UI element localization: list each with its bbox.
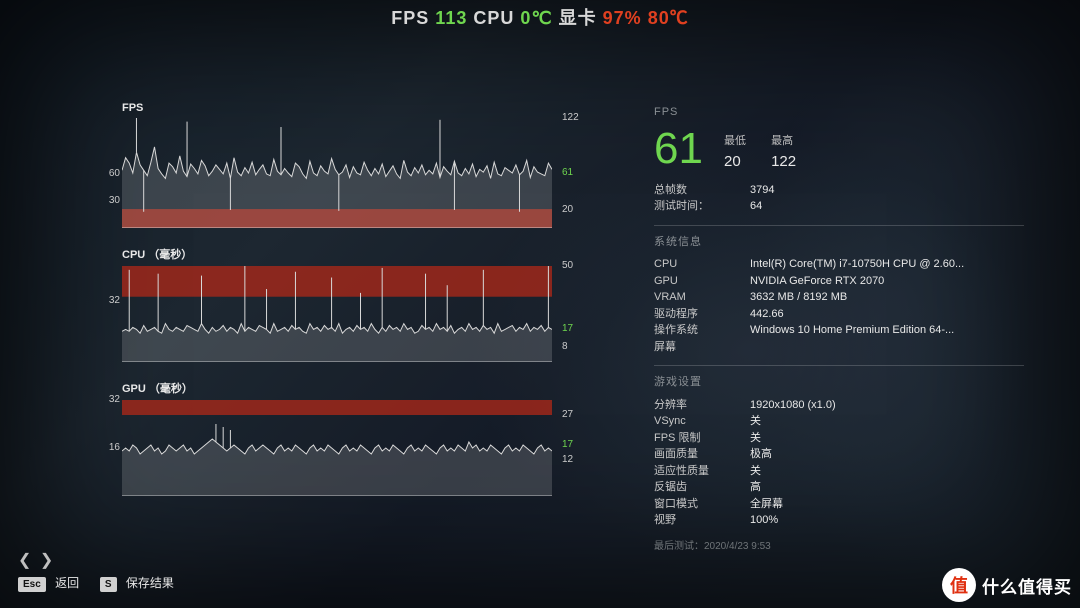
settings-row: 分辨率1920x1080 (x1.0)	[654, 397, 1024, 414]
axis-tick: 20	[562, 204, 588, 215]
axis-tick: 122	[562, 112, 588, 123]
settings-row: FPS 限制关	[654, 430, 1024, 447]
back-button[interactable]: Esc 返回	[18, 576, 83, 590]
fps-chart-title: FPS	[122, 102, 560, 114]
settings-title: 游戏设置	[654, 374, 1024, 391]
sysinfo-row: GPUNVIDIA GeForce RTX 2070	[654, 273, 1024, 290]
axis-tick: 16	[104, 442, 120, 453]
axis-tick: 27	[562, 409, 588, 420]
cpu-chart-block: CPU （毫秒） 3250178	[122, 246, 560, 362]
cpu-temp-value: 0℃	[520, 8, 552, 28]
fps-min-value: 20	[724, 151, 746, 174]
fps-stat-row: 测试时间：64	[654, 198, 1024, 215]
settings-row: 画面质量极高	[654, 446, 1024, 463]
settings-row: 视野100%	[654, 512, 1024, 529]
gpu-chart-title: GPU （毫秒）	[122, 380, 560, 396]
bottom-bar: ❮ ❯ Esc 返回 S 保存结果	[18, 550, 174, 592]
gpu-usage-value: 97%	[603, 8, 642, 28]
fps-avg: 61	[654, 127, 703, 171]
nav-arrows-icon: ❮ ❯	[18, 550, 174, 570]
gpu-chart-block: GPU （毫秒） 3216271712	[122, 380, 560, 496]
sysinfo-row: VRAM3632 MB / 8192 MB	[654, 289, 1024, 306]
axis-tick: 30	[104, 195, 120, 206]
info-panel: FPS 61 最低 20 最高 122 总帧数3794测试时间：64 系统信息 …	[654, 104, 1024, 554]
settings-row: 反锯齿高	[654, 479, 1024, 496]
axis-tick: 32	[104, 394, 120, 405]
fps-value: 113	[435, 8, 467, 28]
top-stat-bar: FPS 113 CPU 0℃ 显卡 97% 80℃	[0, 4, 1080, 30]
axis-tick: 17	[562, 323, 588, 334]
axis-tick: 61	[562, 167, 588, 178]
axis-tick: 12	[562, 454, 588, 465]
fps-stat-row: 总帧数3794	[654, 182, 1024, 199]
fps-max-label: 最高	[771, 133, 796, 150]
settings-row: VSync关	[654, 413, 1024, 430]
fps-chart-block: FPS 60301226120	[122, 102, 560, 228]
gpu-chart	[122, 400, 552, 496]
fps-max-value: 122	[771, 151, 796, 174]
axis-tick: 17	[562, 439, 588, 450]
settings-row: 适应性质量关	[654, 463, 1024, 480]
sysinfo-row: 操作系统Windows 10 Home Premium Edition 64-.…	[654, 322, 1024, 339]
sysinfo-row: CPUIntel(R) Core(TM) i7-10750H CPU @ 2.6…	[654, 256, 1024, 273]
fps-min-label: 最低	[724, 133, 746, 150]
esc-keycap: Esc	[18, 577, 46, 592]
axis-tick: 8	[562, 341, 588, 352]
charts-panel: FPS 60301226120 CPU （毫秒） 3250178 GPU （毫秒…	[122, 102, 560, 514]
cpu-label: CPU	[473, 8, 514, 28]
axis-tick: 50	[562, 260, 588, 271]
cpu-chart-title: CPU （毫秒）	[122, 246, 560, 262]
sysinfo-title: 系统信息	[654, 234, 1024, 251]
settings-row: 窗口模式全屏幕	[654, 496, 1024, 513]
sysinfo-row: 屏幕	[654, 339, 1024, 356]
s-keycap: S	[100, 577, 117, 592]
save-button[interactable]: S 保存结果	[100, 576, 174, 590]
save-label: 保存结果	[126, 576, 174, 590]
fps-chart	[122, 118, 552, 228]
last-test: 最后测试：2020/4/23 9:53	[654, 539, 1024, 554]
fps-label: FPS	[391, 8, 429, 28]
gpu-temp-value: 80℃	[648, 8, 689, 28]
brand-text: 什么值得买	[982, 573, 1072, 598]
axis-tick: 32	[104, 295, 120, 306]
gpu-label: 显卡	[559, 8, 597, 28]
brand-badge: 值 什么值得买	[942, 568, 1072, 602]
cpu-chart	[122, 266, 552, 362]
sysinfo-row: 驱动程序442.66	[654, 306, 1024, 323]
back-label: 返回	[55, 576, 79, 590]
axis-tick: 60	[104, 168, 120, 179]
fps-section-title: FPS	[654, 104, 1024, 121]
brand-icon: 值	[942, 568, 976, 602]
